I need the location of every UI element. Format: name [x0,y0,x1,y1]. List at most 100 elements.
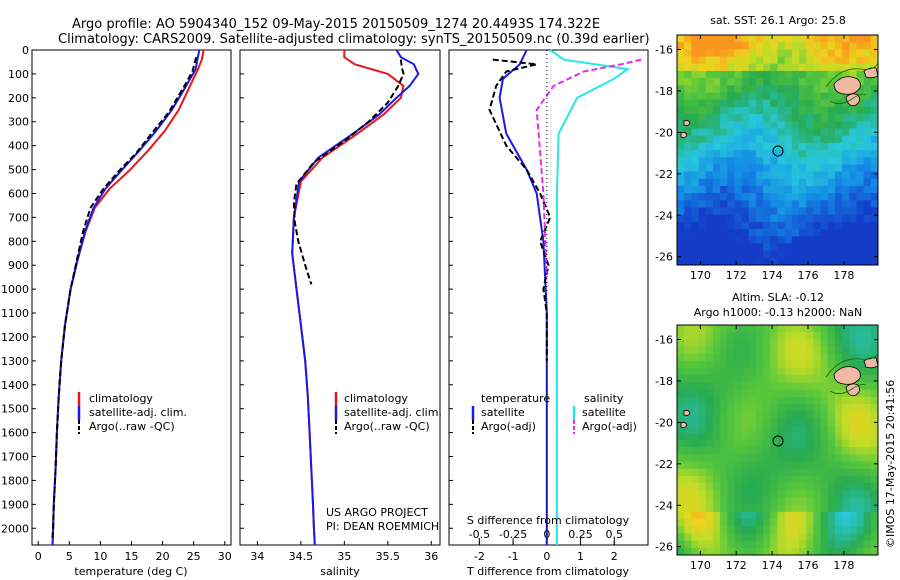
field-cell [827,35,836,43]
lat-tick-label: -16 [655,334,673,347]
field-cell [856,490,865,498]
field-cell [842,171,850,180]
field-cell [842,360,850,369]
field-cell [870,157,879,165]
field-cell [705,382,714,391]
field-cell [720,483,728,491]
field-cell [777,150,786,158]
field-cell [734,540,743,549]
field-cell [677,70,685,79]
field-cell [784,70,793,79]
field-cell [770,35,778,43]
field-cell [784,519,793,527]
field-cell [827,454,836,462]
field-cell [820,243,829,252]
lat-tick-label: -18 [655,85,673,98]
field-cell [806,185,814,194]
field-cell [863,157,872,165]
field-cell [698,325,707,333]
field-cell [691,461,699,470]
field-cell [827,164,836,172]
depth-tick-label: 0 [22,44,29,57]
field-cell [727,85,735,93]
field-cell [799,418,807,427]
field-cell [784,85,793,93]
field-cell [870,346,879,355]
field-cell [863,114,872,122]
field-cell [720,511,728,520]
field-cell [820,325,829,333]
field-cell [827,207,836,216]
field-cell [691,135,699,144]
field-cell [799,432,807,441]
field-cell [712,121,721,129]
field-cell [741,185,750,194]
field-cell [870,447,879,455]
field-cell [820,257,829,266]
field-cell [748,526,757,534]
field-cell [705,368,714,376]
field-cell [820,461,829,470]
field-cell [842,121,850,129]
field-cell [870,411,879,419]
field-cell [734,257,743,266]
field-cell [791,325,800,333]
field-cell [720,257,728,266]
field-cell [820,178,829,187]
field-cell [770,114,778,122]
field-cell [691,404,699,412]
field-cell [720,193,728,201]
field-cell [727,425,735,434]
field-cell [720,56,728,65]
field-cell [755,382,764,391]
field-cell [813,404,821,412]
field-cell [820,432,829,441]
island [845,93,860,107]
field-cell [727,121,735,129]
field-cell [842,526,850,534]
field-cell [684,382,692,391]
field-cell [799,229,807,237]
field-cell [712,468,721,477]
depth-tick-label: 1900 [1,498,29,511]
field-cell [813,92,821,101]
field-cell [784,504,793,513]
field-cell [842,157,850,165]
field-cell [727,396,735,405]
temperature-axis-label: temperature (deg C) [74,565,187,578]
field-cell [677,35,685,43]
field-cell [763,142,771,151]
field-cell [684,200,692,208]
s-difference-axis-label: S difference from climatology [467,514,630,527]
field-cell [849,511,857,520]
field-cell [856,332,865,340]
field-cell [727,475,735,484]
field-cell [834,533,843,542]
field-cell [856,461,865,470]
series-line-satellite-adj-clim [291,49,420,546]
field-cell [691,142,699,151]
field-cell [720,533,728,542]
field-cell [849,418,857,427]
field-cell [820,92,829,101]
field-cell [763,85,771,93]
field-cell [791,533,800,542]
field-cell [827,63,836,72]
field-cell [684,339,692,347]
field-cell [684,511,692,520]
field-cell [849,432,857,441]
field-cell [727,35,735,43]
field-cell [806,497,814,506]
field-cell [705,404,714,412]
field-cell [849,243,857,252]
field-cell [820,250,829,259]
island [683,119,691,127]
field-cell [741,207,750,216]
field-cell [834,178,843,187]
field-cell [705,185,714,194]
field-cell [863,236,872,244]
field-cell [870,193,879,201]
field-cell [763,375,771,383]
depth-tick-label: 1700 [1,451,29,464]
field-cell [755,250,764,259]
